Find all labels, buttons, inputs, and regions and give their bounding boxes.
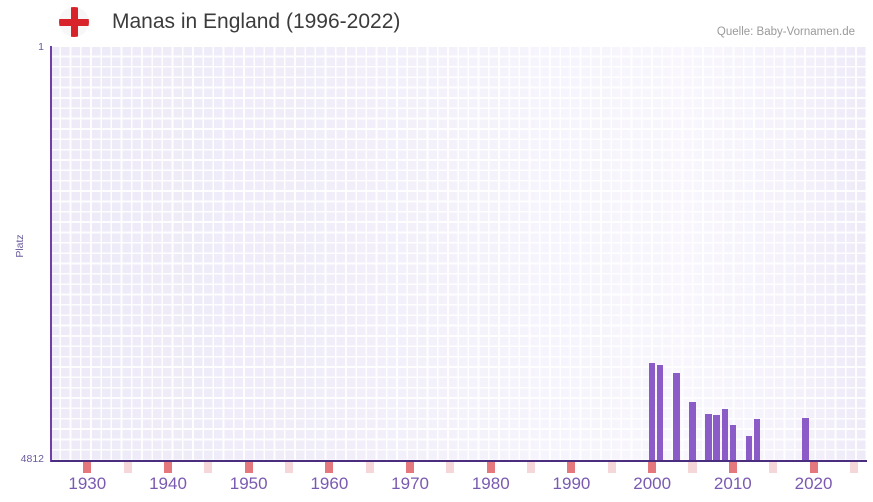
bar (721, 408, 729, 461)
x-axis-labels: 1930 1940 1950 1960 1970 1980 1990 2000 2010 2020 (0, 474, 873, 500)
bar (745, 436, 753, 461)
flag-cross-vertical (70, 7, 78, 37)
bar (713, 414, 720, 461)
x-axis-tick-label: 2020 (794, 474, 833, 493)
bar (729, 425, 737, 461)
bar (648, 363, 656, 461)
x-axis-tick-minor (204, 462, 213, 473)
bar (705, 413, 712, 461)
bar (689, 401, 696, 461)
bar (656, 365, 664, 461)
y-axis-title: Platz (14, 234, 26, 258)
x-axis-tick-major (325, 462, 334, 473)
x-axis-tick-major (728, 462, 737, 473)
x-axis-tick-major (648, 462, 657, 473)
x-axis-tick-major (809, 462, 818, 473)
y-axis-tick-label-top: 1 (38, 41, 44, 53)
x-axis-tick-label: 1970 (391, 474, 429, 493)
bar (802, 417, 809, 461)
y-axis-line (50, 46, 52, 462)
x-axis-tick-minor (527, 462, 536, 473)
chart-source-label: Quelle: Baby-Vornamen.de (716, 26, 855, 38)
bar-series-layer (51, 47, 866, 461)
x-axis-tick-minor (769, 462, 778, 473)
x-axis-tick-major (486, 462, 495, 473)
x-axis-line (51, 460, 867, 462)
x-axis-tick-minor (446, 462, 455, 473)
x-axis-tick-minor (123, 462, 132, 473)
x-axis-tick-major (567, 462, 576, 473)
x-axis-tick-label: 1950 (229, 474, 268, 493)
x-axis-tick-major (83, 462, 92, 473)
x-axis-ticks (51, 462, 867, 473)
chart-title: Manas in England (1996-2022) (112, 10, 401, 33)
x-axis-tick-minor (365, 462, 374, 473)
x-axis-tick-minor (607, 462, 616, 473)
bar (673, 373, 680, 461)
x-axis-tick-label: 1930 (68, 474, 107, 493)
england-flag-icon (59, 7, 89, 37)
x-axis-tick-minor (688, 462, 697, 473)
y-axis-tick-label-bottom: 4812 (20, 453, 44, 465)
x-axis-tick-major (244, 462, 253, 473)
bar (753, 419, 761, 461)
x-axis-tick-label: 1940 (149, 474, 187, 493)
x-axis-tick-label: 2010 (713, 474, 752, 493)
x-axis-tick-major (163, 462, 173, 473)
x-axis-tick-label: 1980 (471, 474, 510, 493)
x-axis-tick-major (406, 462, 415, 473)
x-axis-tick-label: 1990 (552, 474, 591, 493)
x-axis-tick-label: 2000 (633, 474, 672, 493)
chart-header: Manas in England (1996-2022) Quelle: Bab… (0, 0, 873, 46)
x-axis-tick-label: 1960 (310, 474, 349, 493)
x-axis-tick-minor (849, 462, 858, 473)
x-axis-tick-minor (285, 462, 294, 473)
